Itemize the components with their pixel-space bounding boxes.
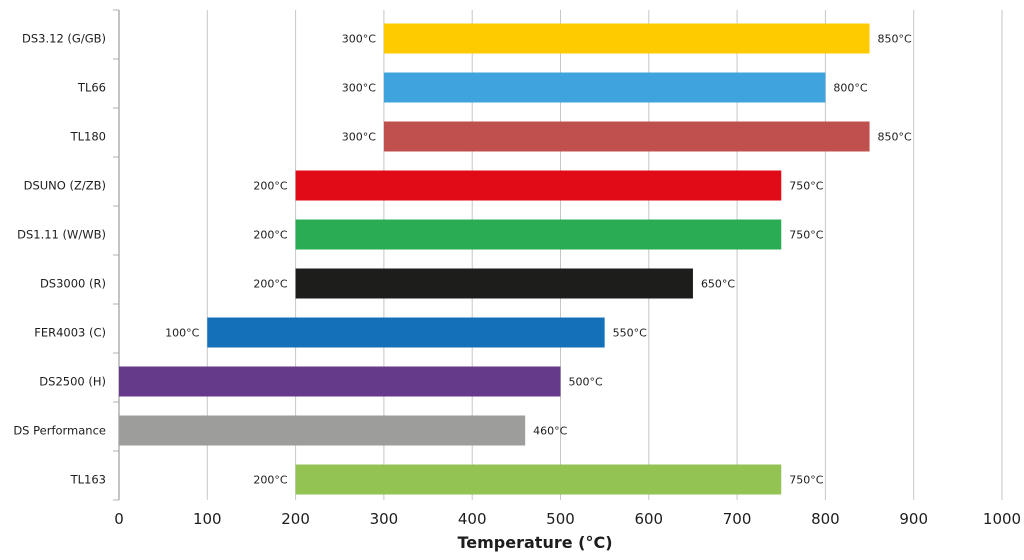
range-bar: [295, 170, 782, 201]
range-bar: [207, 317, 605, 348]
max-value-label: 850°C: [878, 33, 912, 46]
max-value-label: 460°C: [533, 425, 567, 438]
max-value-label: 550°C: [613, 327, 647, 340]
max-value-label: 750°C: [789, 180, 823, 193]
category-label: DS1.11 (W/WB): [17, 228, 106, 242]
min-value-label: 200°C: [253, 474, 287, 487]
x-tick-label: 700: [723, 510, 752, 528]
x-tick-label: 600: [634, 510, 663, 528]
x-tick-label: 900: [899, 510, 928, 528]
range-bar: [383, 23, 870, 54]
min-value-label: 200°C: [253, 229, 287, 242]
range-bar: [119, 366, 561, 397]
range-bar: [295, 268, 693, 299]
x-axis-label: Temperature (°C): [457, 533, 612, 552]
x-tick-label: 1000: [983, 510, 1021, 528]
max-value-label: 750°C: [789, 474, 823, 487]
range-bar: [383, 72, 826, 103]
min-value-label: 300°C: [342, 82, 376, 95]
range-bar: [295, 219, 782, 250]
category-label: TL180: [70, 130, 106, 144]
category-label: FER4003 (C): [34, 326, 106, 340]
category-label: DS Performance: [13, 424, 106, 438]
x-tick-label: 200: [281, 510, 310, 528]
category-label: TL163: [70, 473, 106, 487]
category-label: DS2500 (H): [39, 375, 106, 389]
min-value-label: 300°C: [342, 131, 376, 144]
x-tick-label: 800: [811, 510, 840, 528]
category-label: TL66: [77, 81, 106, 95]
max-value-label: 650°C: [701, 278, 735, 291]
max-value-label: 500°C: [569, 376, 603, 389]
range-bar: [295, 464, 782, 495]
x-tick-label: 0: [114, 510, 124, 528]
category-label: DS3.12 (G/GB): [22, 32, 106, 46]
max-value-label: 800°C: [833, 82, 867, 95]
x-tick-label: 500: [546, 510, 575, 528]
x-tick-label: 300: [370, 510, 399, 528]
x-tick-label: 100: [193, 510, 222, 528]
category-label: DSUNO (Z/ZB): [24, 179, 106, 193]
min-value-label: 200°C: [253, 278, 287, 291]
min-value-label: 200°C: [253, 180, 287, 193]
range-bar: [119, 415, 526, 446]
x-tick-label: 400: [458, 510, 487, 528]
max-value-label: 850°C: [878, 131, 912, 144]
max-value-label: 750°C: [789, 229, 823, 242]
range-bar: [383, 121, 870, 152]
category-label: DS3000 (R): [40, 277, 106, 291]
min-value-label: 300°C: [342, 33, 376, 46]
min-value-label: 100°C: [165, 327, 199, 340]
